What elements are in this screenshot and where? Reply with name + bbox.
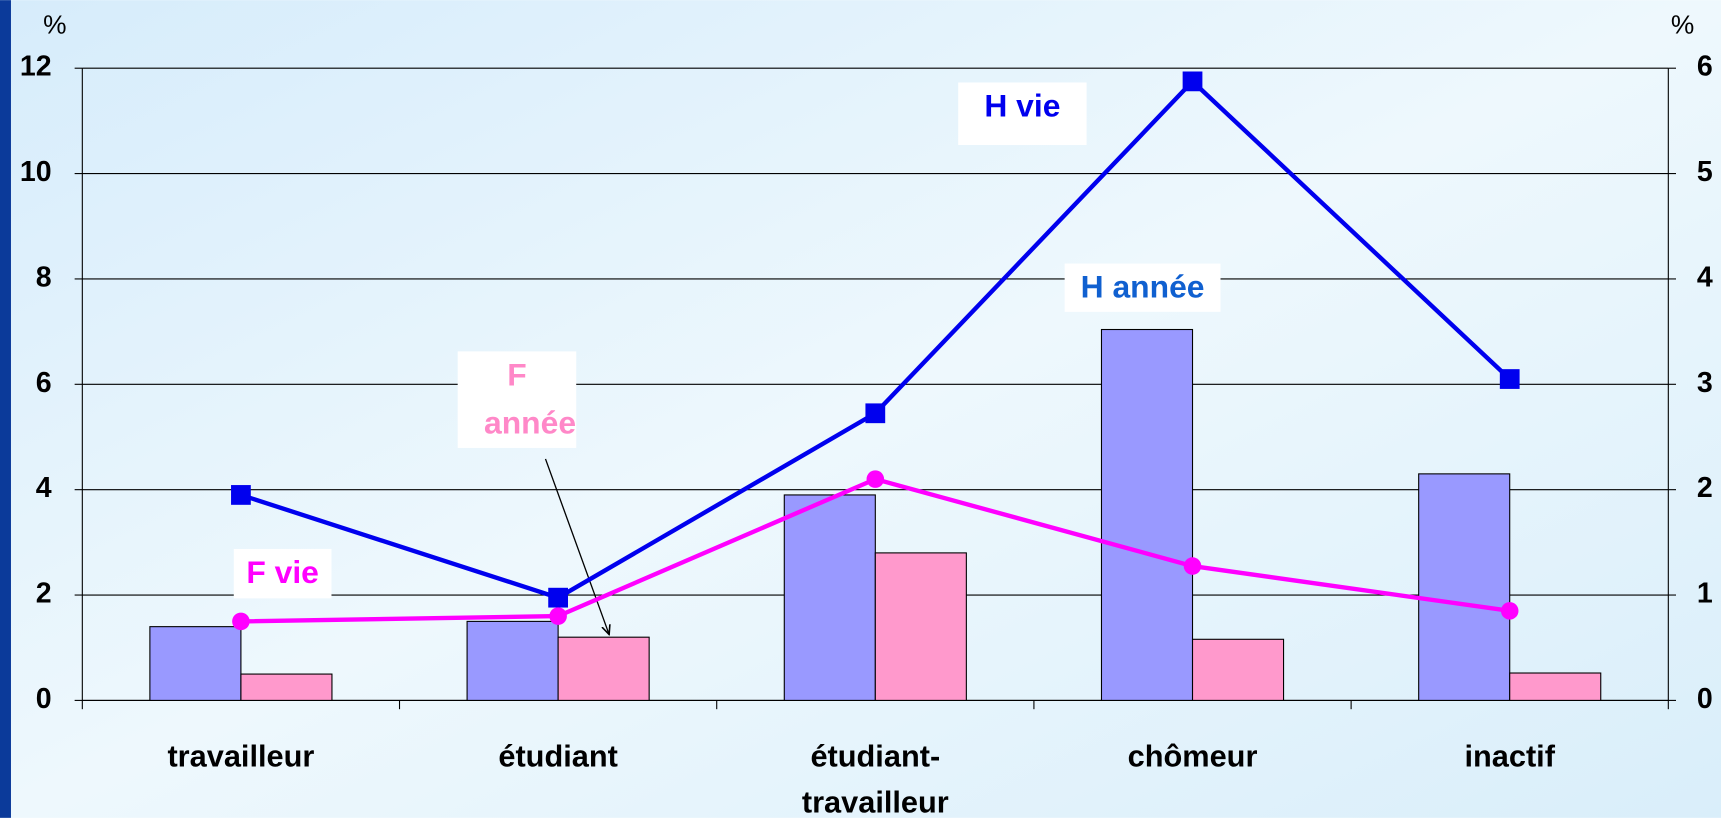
x-tick-label-box: chômeur <box>1127 738 1258 773</box>
bar <box>1100 328 1194 701</box>
marker <box>231 485 251 505</box>
label-bg <box>233 548 332 599</box>
bar <box>783 494 876 701</box>
x-tick-label: étudiant-travailleur <box>801 738 949 818</box>
marker <box>232 612 250 631</box>
bar <box>874 552 967 701</box>
x-tick-label-box: inactif <box>1464 738 1555 773</box>
bar <box>1418 473 1511 701</box>
y2-unit: % <box>1671 9 1694 39</box>
side-strip <box>0 0 11 818</box>
marker <box>866 470 885 488</box>
y-tick-label: 4 <box>36 472 52 504</box>
bar <box>1191 638 1285 701</box>
x-tick-label: inactif <box>1464 738 1555 773</box>
x-tick-label: chômeur <box>1127 738 1258 773</box>
x-tick-label-box: étudiant-travailleur <box>801 738 949 818</box>
label-bg <box>1064 263 1221 312</box>
series-label: H vie <box>984 89 1061 125</box>
series-label: F année <box>484 357 577 442</box>
series-label-box: F année <box>484 357 577 442</box>
series-label: H année <box>1080 270 1205 306</box>
x-tick-label: étudiant <box>498 738 618 773</box>
bar <box>557 636 650 701</box>
series-label-box: H vie <box>984 89 1061 125</box>
y2-tick-label: 3 <box>1697 367 1713 399</box>
y-unit: % <box>43 9 66 39</box>
y2-tick-label: 5 <box>1697 156 1713 188</box>
y2-tick-label: 6 <box>1697 51 1713 83</box>
bar <box>1509 672 1602 701</box>
y-tick-label: 8 <box>36 261 52 293</box>
marker <box>865 403 886 424</box>
y2-tick-label: 0 <box>1697 683 1713 715</box>
y2-tick-label: 4 <box>1697 261 1713 293</box>
series-label: F vie <box>246 555 319 591</box>
x-tick-label-box: étudiant <box>498 738 618 773</box>
y-tick-label: 2 <box>36 578 52 610</box>
y-tick-label: 0 <box>36 683 52 715</box>
series-label-box: H année <box>1080 270 1205 306</box>
bar <box>466 620 559 701</box>
label-bg <box>457 351 577 448</box>
marker <box>1500 602 1519 620</box>
bar <box>149 626 242 701</box>
label-bg <box>958 82 1087 146</box>
y2-tick-label: 1 <box>1697 578 1713 610</box>
marker <box>549 607 567 625</box>
x-tick-label: travailleur <box>167 738 315 773</box>
marker <box>548 587 568 608</box>
series-label-box: F vie <box>246 555 319 591</box>
annotation-arrow <box>544 458 609 635</box>
marker <box>1499 369 1520 389</box>
y-tick-label: 12 <box>20 51 52 83</box>
marker <box>1182 71 1203 92</box>
x-tick-label-box: travailleur <box>167 738 315 773</box>
y-tick-label: 6 <box>36 367 52 399</box>
y2-tick-label: 2 <box>1697 472 1713 504</box>
y-tick-label: 10 <box>20 156 52 188</box>
bar <box>240 673 333 701</box>
marker <box>1183 557 1202 575</box>
